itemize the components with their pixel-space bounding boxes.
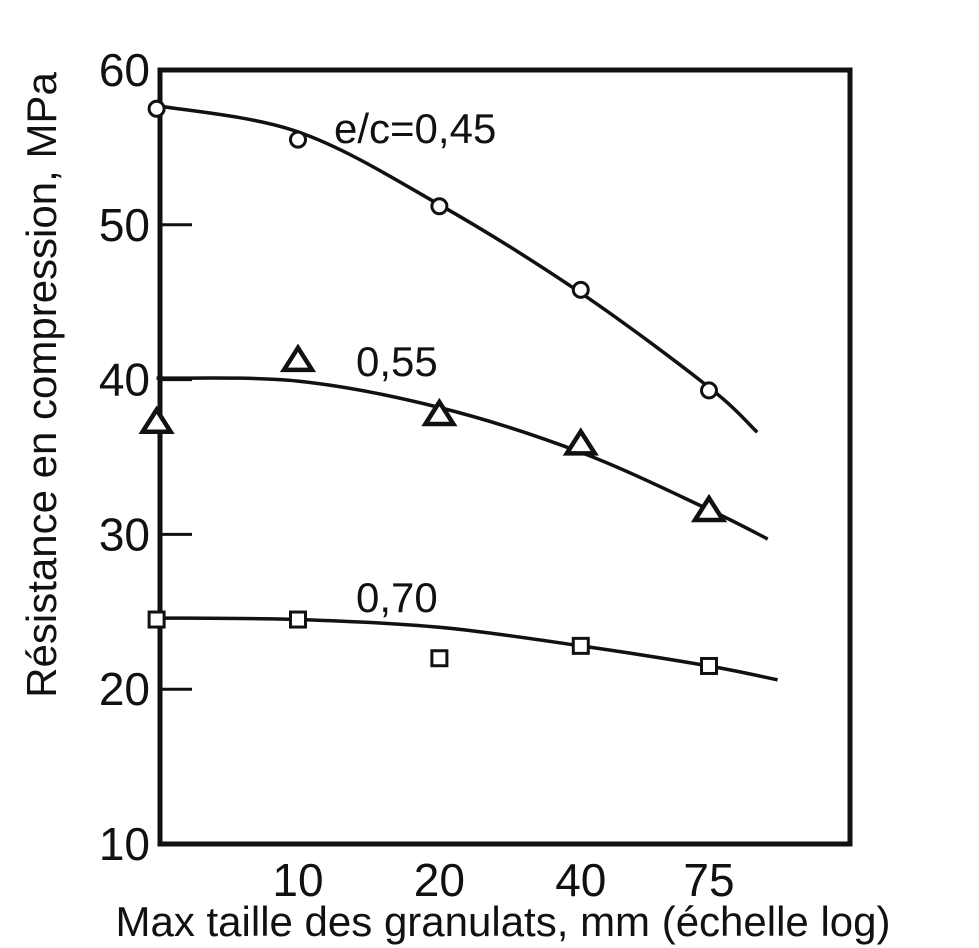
series-curves [156, 103, 778, 682]
x-tick-label: 40 [555, 854, 606, 906]
x-tick-label: 75 [683, 854, 734, 906]
x-axis-label: Max taille des granulats, mm (échelle lo… [116, 898, 891, 945]
data-point-triangle [690, 493, 728, 523]
data-point-triangle [421, 397, 458, 427]
x-tick-label: 20 [414, 854, 465, 906]
series-markers [138, 99, 728, 675]
series-line [156, 376, 769, 541]
data-point-square [700, 656, 718, 675]
labels: e/c=0,45 0,55 0,70 [334, 105, 496, 621]
y-axis-label: Résistance en compression, MPa [18, 72, 65, 698]
series-label: 0,70 [356, 574, 438, 621]
data-point-square [289, 610, 307, 629]
y-tick-label: 10 [99, 818, 150, 870]
y-tick-label: 50 [99, 199, 150, 251]
series-label: e/c=0,45 [334, 105, 496, 152]
ticks: 10 20 30 40 50 60 10 20 40 75 [99, 44, 735, 906]
series-line [156, 616, 778, 682]
data-point-square [147, 610, 166, 629]
data-point-circle [430, 197, 449, 216]
data-point-circle [571, 280, 590, 299]
y-tick-label: 40 [99, 354, 150, 406]
data-point-circle [700, 381, 718, 400]
data-point-triangle [279, 343, 317, 373]
series-label: 0,55 [356, 338, 438, 385]
y-tick-label: 20 [99, 663, 150, 715]
data-point-circle [289, 130, 307, 149]
data-point-square [430, 649, 449, 668]
plot-frame [157, 67, 853, 847]
data-point-triangle [138, 405, 175, 434]
data-point-circle [147, 99, 166, 118]
series-line [156, 103, 759, 434]
data-point-triangle [562, 427, 599, 456]
y-tick-label: 30 [99, 508, 150, 560]
x-tick-label: 10 [272, 854, 323, 906]
y-tick-label: 60 [99, 44, 150, 96]
data-point-square [571, 636, 590, 655]
